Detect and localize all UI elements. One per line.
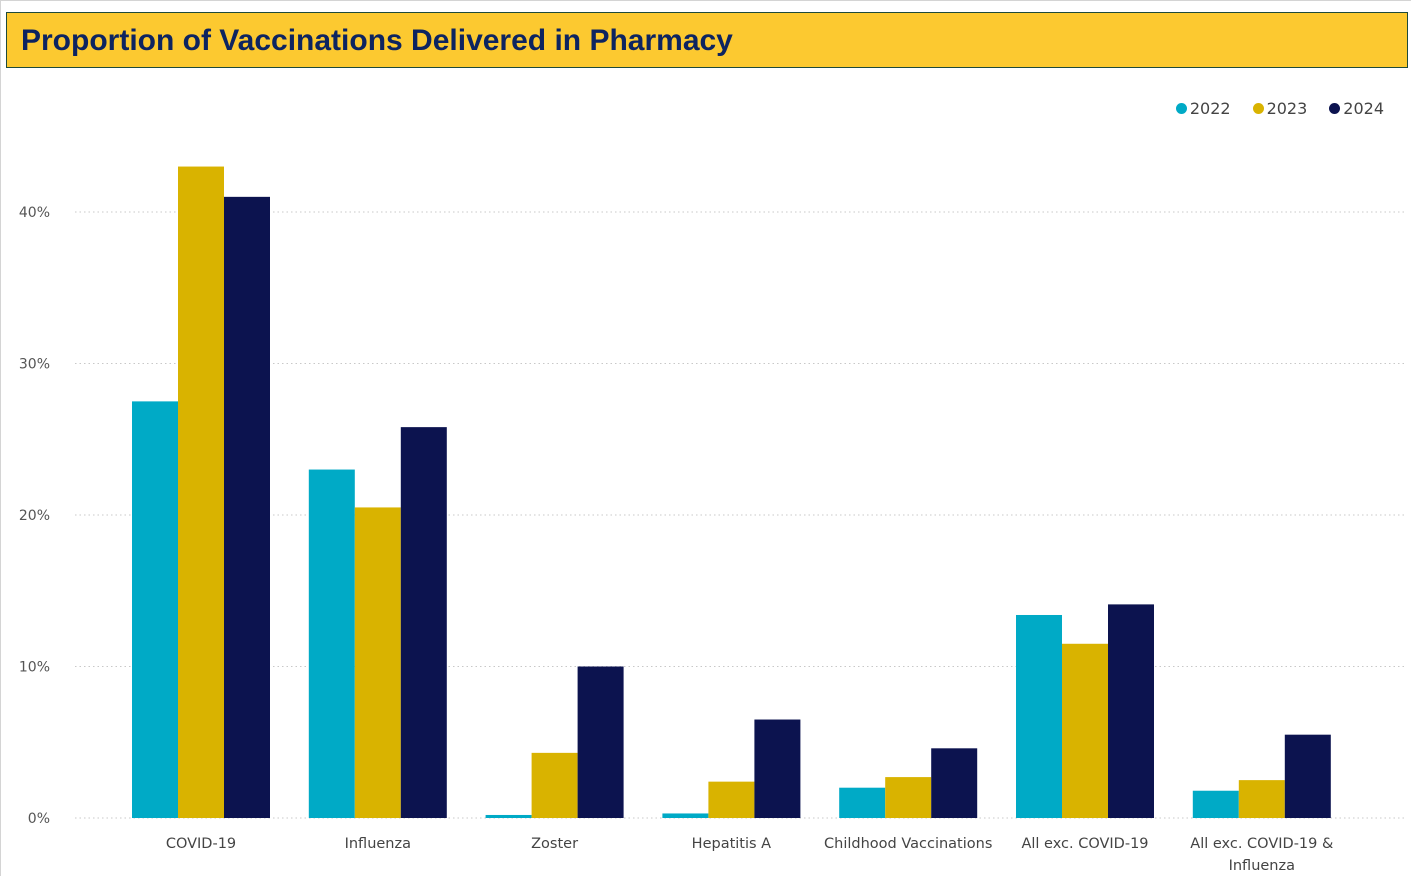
bar-2024-all-exc-covid-19[interactable] [1108, 604, 1154, 818]
legend-dot-icon [1329, 103, 1341, 114]
legend-label: 2022 [1189, 99, 1231, 118]
legend-item-2022[interactable]: 2022 [1175, 99, 1231, 118]
bar-2024-covid-19[interactable] [224, 196, 270, 819]
y-tick-label: 30% [19, 357, 50, 373]
bar-2022-hepatitis-a[interactable] [662, 813, 709, 818]
bar-2023-all-exc-covid-19-influenza[interactable] [1238, 780, 1285, 818]
legend-dot-icon [1252, 103, 1264, 114]
bar-2024-childhood-vaccinations[interactable] [931, 748, 978, 818]
bar-2022-all-exc-covid-19[interactable] [1016, 614, 1062, 818]
bar-2022-influenza[interactable] [308, 469, 355, 818]
x-tick-label: Zoster [531, 836, 578, 852]
legend-item-2023[interactable]: 2023 [1252, 99, 1308, 118]
bar-2023-childhood-vaccinations[interactable] [885, 777, 932, 818]
legend-item-2024[interactable]: 2024 [1329, 99, 1384, 118]
bar-2023-covid-19[interactable] [178, 166, 224, 819]
legend-label: 2024 [1343, 99, 1384, 118]
bar-2022-childhood-vaccinations[interactable] [839, 787, 886, 818]
legend-label: 2023 [1266, 99, 1308, 118]
bar-2024-influenza[interactable] [400, 427, 447, 818]
y-tick-label: 10% [19, 660, 50, 676]
x-tick-label: Influenza [345, 836, 411, 852]
x-tick-label: All exc. COVID-19 & Influenza [1190, 836, 1333, 874]
title-bar: Proportion of Vaccinations Delivered in … [6, 12, 1408, 68]
bar-2022-covid-19[interactable] [132, 401, 178, 818]
bar-2023-hepatitis-a[interactable] [708, 781, 755, 818]
x-tick-label: Childhood Vaccinations [824, 836, 992, 852]
x-tick-label: All exc. COVID-19 [1021, 836, 1148, 852]
legend-dot-icon [1175, 103, 1187, 114]
bar-2024-all-exc-covid-19-influenza[interactable] [1284, 734, 1331, 818]
bar-2024-zoster[interactable] [577, 666, 624, 819]
y-tick-label: 20% [19, 508, 50, 524]
y-tick-label: 40% [19, 205, 50, 221]
chart-title: Proportion of Vaccinations Delivered in … [21, 24, 733, 57]
bar-2023-all-exc-covid-19[interactable] [1062, 643, 1108, 818]
x-tick-label: COVID-19 [166, 836, 236, 852]
legend: 2022 2023 2024 [1175, 99, 1384, 118]
bar-2022-zoster[interactable] [485, 814, 532, 818]
bar-2022-all-exc-covid-19-influenza[interactable] [1192, 790, 1239, 818]
x-tick-label: Hepatitis A [692, 836, 772, 852]
y-tick-label: 0% [28, 811, 50, 827]
bar-2024-hepatitis-a[interactable] [754, 719, 801, 818]
bar-2023-zoster[interactable] [531, 752, 578, 818]
bar-2023-influenza[interactable] [354, 507, 401, 818]
